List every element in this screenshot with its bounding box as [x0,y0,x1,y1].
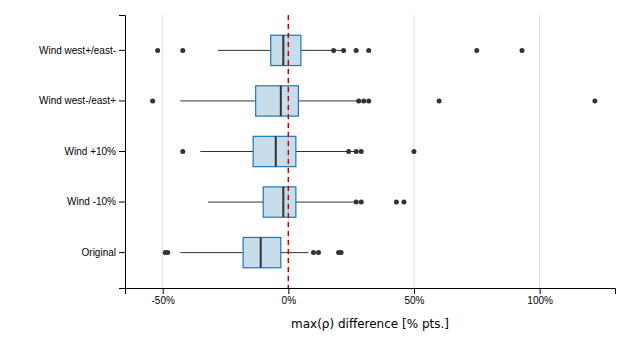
chart: -50% 0% 50% 100% Wind west+/east- Wind west-/… [0,0,640,338]
y-tick-label: Wind +10% [65,146,117,157]
box [243,237,281,267]
y-tick-mark [119,252,125,253]
flier [356,98,361,103]
plot: -50% 0% 50% 100% Wind west+/east- Wind west-/… [39,15,615,306]
x-tick-mark [163,288,164,294]
median [275,136,277,166]
x-axis-line [126,289,616,295]
flier [411,149,416,154]
flier [359,200,364,205]
y-tick-label: Original [82,247,116,258]
grid [163,15,540,288]
flier [394,200,399,205]
flier [346,149,351,154]
box-group [180,136,416,166]
y-axis-line [119,16,126,289]
grid-line [162,15,163,288]
x-axis: -50% 0% 50% 100% [126,288,616,306]
box-group [150,86,597,116]
flier [150,98,155,103]
x-tick: 50% [404,288,424,306]
flier [180,149,185,154]
flier [354,200,359,205]
whisker-high [301,50,344,51]
whisker-low [180,252,243,253]
x-tick-label: 100% [527,295,553,306]
flier [339,250,344,255]
x-tick-label: 50% [404,295,424,306]
flier [354,149,359,154]
flier [359,149,364,154]
marks [150,15,597,288]
x-tick-mark [288,288,289,294]
x-tick-label: -50% [152,295,175,306]
flier [474,48,479,53]
box [256,86,299,116]
y-tick-mark [119,202,125,203]
median [282,35,284,65]
flier [437,98,442,103]
whisker-low [180,100,255,101]
box-group [208,187,406,217]
whisker-low [218,50,271,51]
whisker-low [200,151,253,152]
y-tick-label: Wind west-/east+ [39,95,116,106]
x-tick: 100% [527,288,553,306]
flier [316,250,321,255]
y-tick-mark [119,151,125,152]
y-tick: Wind -10% [67,196,125,207]
flier [592,98,597,103]
x-tick: 0% [282,288,297,306]
flier [331,48,336,53]
y-tick-label: Wind -10% [67,196,116,207]
x-tick-label: 0% [282,295,297,306]
box [263,187,296,217]
flier [155,48,160,53]
flier [165,250,170,255]
y-tick: Wind west-/east+ [39,95,125,106]
x-axis-title: max(ρ) difference [% pts.] [291,317,449,331]
x-tick: -50% [152,288,175,306]
y-tick-mark [119,50,125,51]
y-tick: Original [82,247,125,258]
box [253,136,296,166]
x-tick-mark [540,288,541,294]
y-tick: Wind +10% [65,146,125,157]
grid-line [539,15,540,288]
median [280,86,282,116]
box-group [155,35,524,65]
flier [361,98,366,103]
whisker-low [208,202,263,203]
whisker-high [281,252,309,253]
flier [311,250,316,255]
grid-line [288,15,289,288]
flier [366,48,371,53]
box [271,35,301,65]
x-tick-mark [414,288,415,294]
flier [180,48,185,53]
y-tick: Wind west+/east- [39,45,125,56]
whisker-high [298,100,358,101]
whisker-high [296,202,356,203]
y-axis: Wind west+/east- Wind west-/east+ Wind +10… [39,16,125,289]
y-tick-label: Wind west+/east- [39,45,116,56]
flier [341,48,346,53]
median [282,187,284,217]
flier [366,98,371,103]
box-group [163,237,344,267]
flier [354,48,359,53]
median [260,237,262,267]
y-tick-mark [119,100,125,101]
flier [520,48,525,53]
flier [401,200,406,205]
reference-line [288,15,290,288]
